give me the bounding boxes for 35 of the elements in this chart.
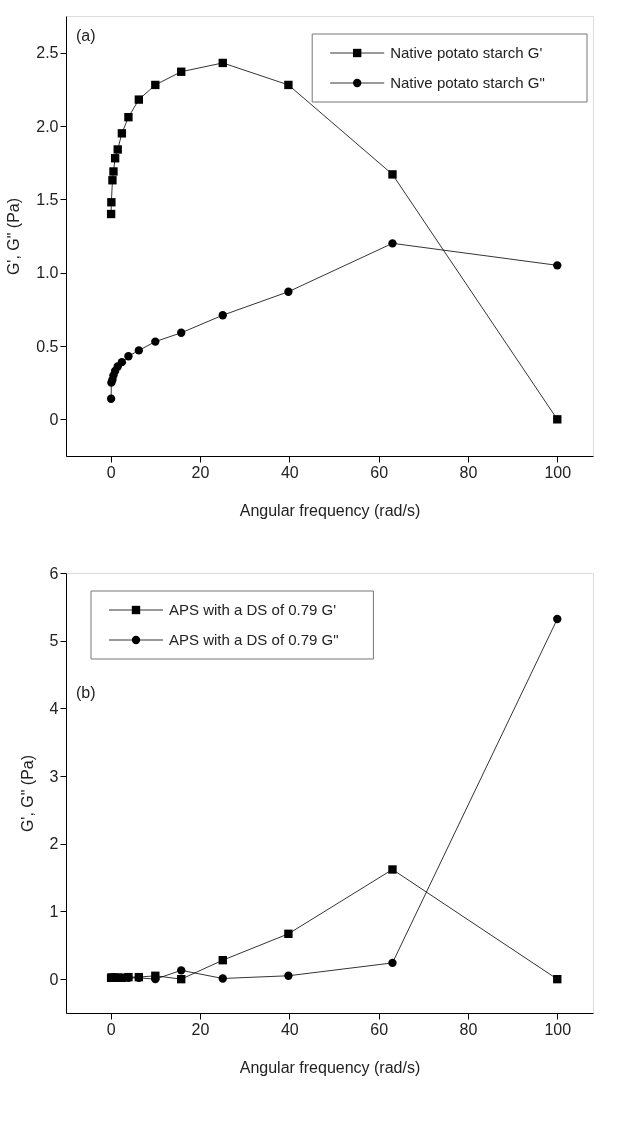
- y-tick-label: 6: [49, 564, 59, 582]
- x-tick-label: 20: [191, 1020, 210, 1038]
- x-tick-label: 80: [459, 1020, 478, 1038]
- x-tick-label: 60: [370, 463, 389, 481]
- y-tick-label: 3: [49, 767, 59, 785]
- x-axis-title: Angular frequency (rad/s): [239, 501, 421, 519]
- annotation: (a): [76, 27, 96, 44]
- legend-label: Native potato starch G": [390, 74, 545, 91]
- y-tick-label: 0: [49, 410, 59, 428]
- y-tick-label: 1.5: [36, 190, 59, 208]
- y-tick-label: 0: [49, 970, 59, 988]
- x-axis-title: Angular frequency (rad/s): [239, 1058, 421, 1076]
- x-tick-label: 60: [370, 1020, 389, 1038]
- y-axis-title: G', G" (Pa): [5, 197, 23, 276]
- legend-label: APS with a DS of 0.79 G": [169, 631, 339, 648]
- y-tick-label: 0.5: [36, 337, 59, 355]
- y-tick-label: 5: [49, 632, 59, 650]
- x-tick-label: 100: [544, 1020, 572, 1038]
- y-tick-label: 1.0: [36, 264, 59, 282]
- legend-label: Native potato starch G': [390, 44, 543, 61]
- y-tick-label: 4: [49, 699, 59, 717]
- x-tick-label: 40: [280, 1020, 299, 1038]
- x-tick-label: 80: [459, 463, 478, 481]
- y-tick-label: 2: [49, 835, 59, 853]
- x-tick-label: 0: [106, 1020, 116, 1038]
- x-tick-label: 20: [191, 463, 210, 481]
- annotation: (b): [76, 684, 96, 701]
- x-tick-label: 100: [544, 463, 572, 481]
- x-tick-label: 40: [280, 463, 299, 481]
- legend-label: APS with a DS of 0.79 G': [169, 601, 337, 618]
- y-tick-label: 2.5: [36, 44, 59, 62]
- y-axis-title: G', G" (Pa): [18, 754, 36, 833]
- x-tick-label: 0: [106, 463, 116, 481]
- y-tick-label: 1: [49, 902, 59, 920]
- y-tick-label: 2.0: [36, 117, 59, 135]
